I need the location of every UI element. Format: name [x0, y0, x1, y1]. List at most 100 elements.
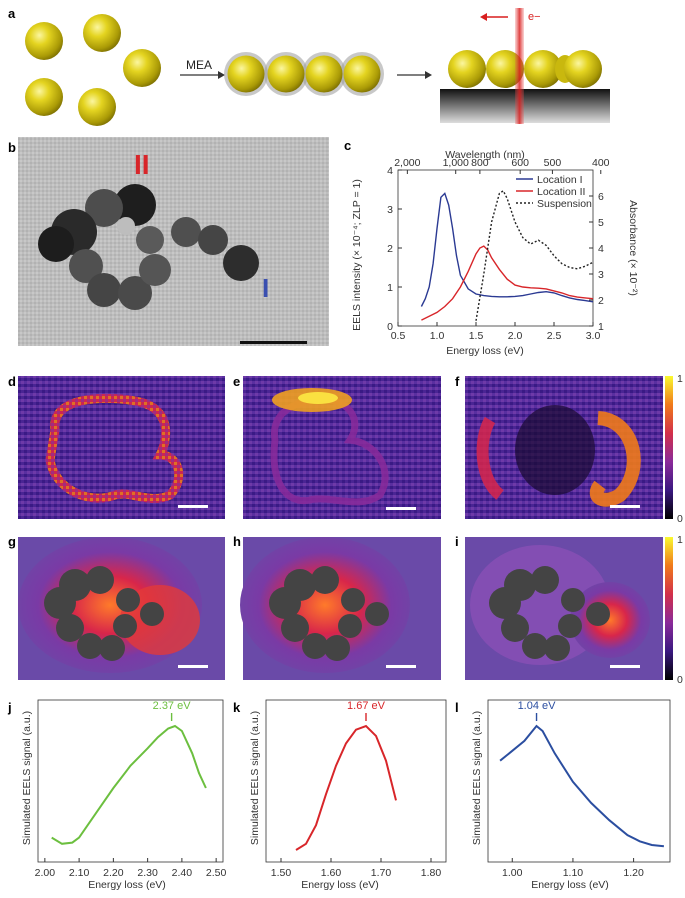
top-tick-label: 400 — [592, 157, 610, 169]
panel-k-chart: k Energy loss (eV) Simulated EELS signal… — [233, 699, 447, 891]
top-tick-label: 1,000 — [443, 157, 469, 169]
top-axis-label: Wavelength (nm) — [445, 149, 525, 161]
y-axis-label: Simulated EELS signal (a.u.) — [21, 711, 33, 845]
spectrum-line — [51, 724, 207, 845]
top-tick-label: 500 — [544, 157, 562, 169]
plot-frame — [37, 699, 224, 863]
x-tick-label: 2.20 — [103, 867, 124, 879]
legend-label: Location I — [537, 174, 583, 186]
colorbar — [665, 376, 673, 519]
electron-label: e− — [528, 11, 541, 23]
panel-i-sim: i 1 0 — [455, 534, 683, 686]
arrow-head — [425, 71, 432, 79]
x-tick-label: 1.0 — [430, 330, 445, 342]
panel-g-sim: g — [8, 534, 225, 680]
x-tick-label: 2.50 — [206, 867, 227, 879]
scale-bar — [386, 665, 416, 668]
panel-label-h: h — [233, 534, 241, 549]
x-axis-label: Energy loss (eV) — [531, 879, 609, 891]
panel-label-b: b — [8, 140, 16, 155]
scale-bar — [386, 507, 416, 510]
scale-bar — [178, 505, 208, 508]
electron-beam — [515, 8, 524, 124]
y-tick-label: 3 — [387, 204, 393, 216]
y2-axis-label: Absorbance (× 10⁻²) — [627, 200, 639, 296]
y2-tick-label: 1 — [598, 321, 604, 333]
arrow-head — [218, 71, 225, 79]
panel-label-e: e — [233, 374, 240, 389]
x-axis-label: Energy loss (eV) — [88, 879, 166, 891]
series-line-location-i — [420, 192, 594, 307]
shadow — [515, 405, 595, 495]
nanoparticle — [25, 78, 63, 116]
x-tick-label: 2.40 — [172, 867, 193, 879]
panel-l-chart: l Energy loss (eV) Simulated EELS signal… — [455, 699, 671, 891]
electron-arrow-head — [480, 13, 487, 21]
y2-tick-label: 2 — [598, 295, 604, 307]
panel-j-chart: j Energy loss (eV) Simulated EELS signal… — [7, 699, 227, 891]
scale-bar — [240, 341, 307, 344]
nanoparticle — [83, 14, 121, 52]
x-tick-label: 1.20 — [623, 867, 644, 879]
panel-label-k: k — [233, 700, 241, 715]
x-tick-label: 2.10 — [69, 867, 90, 879]
x-tick-label: 1.00 — [502, 867, 523, 879]
plasmon-ring — [45, 393, 184, 504]
spectrum-line — [499, 724, 665, 848]
y2-tick-label: 4 — [598, 243, 604, 255]
hotspot-right — [589, 411, 641, 507]
x-tick-label: 0.5 — [391, 330, 406, 342]
hotspot-core — [298, 392, 338, 404]
panel-f-map: f 1 0 — [455, 373, 683, 525]
top-tick-label: 2,000 — [394, 157, 420, 169]
tem-label-location-2: II — [134, 149, 150, 180]
colorbar-min: 0 — [677, 674, 683, 686]
panel-label-j: j — [7, 700, 12, 715]
y-axis-label: Simulated EELS signal (a.u.) — [471, 711, 483, 845]
y-tick-label: 2 — [387, 243, 393, 255]
peak-label: 1.04 eV — [518, 700, 557, 712]
panel-label-a: a — [8, 6, 16, 21]
x-tick-label: 2.30 — [137, 867, 158, 879]
nanoparticle — [78, 88, 116, 126]
x-axis-label: Energy loss (eV) — [446, 345, 524, 357]
panel-label-d: d — [8, 374, 16, 389]
x-tick-label: 1.70 — [371, 867, 392, 879]
x-tick-label: 1.80 — [421, 867, 442, 879]
x-tick-label: 2.5 — [547, 330, 562, 342]
peak-label: 1.67 eV — [347, 700, 386, 712]
x-tick-label: 1.60 — [321, 867, 342, 879]
scale-bar — [610, 505, 640, 508]
scale-bar — [178, 665, 208, 668]
tem-particles — [38, 184, 259, 310]
deposited-chain — [448, 50, 602, 88]
x-tick-label: 1.5 — [469, 330, 484, 342]
tem-label-location-1: I — [262, 273, 269, 303]
x-axis-label: Energy loss (eV) — [301, 879, 379, 891]
y-axis-label: EELS intensity (× 10⁻⁴; ZLP = 1) — [351, 179, 363, 331]
x-tick-label: 3.0 — [586, 330, 601, 342]
y-tick-label: 1 — [387, 282, 393, 294]
plot-frame — [487, 699, 671, 863]
mea-label: MEA — [186, 58, 212, 72]
panel-label-i: i — [455, 534, 459, 549]
panel-label-g: g — [8, 534, 16, 549]
x-tick-label: 2.00 — [35, 867, 56, 879]
x-tick-label: 1.50 — [271, 867, 292, 879]
x-tick-label: 1.10 — [563, 867, 584, 879]
x-tick-label: 2.0 — [508, 330, 523, 342]
series-line-location-ii — [421, 245, 594, 321]
colorbar-min: 0 — [677, 513, 683, 525]
panel-d-map: d — [8, 374, 225, 519]
y2-tick-label: 3 — [598, 269, 604, 281]
plot-frame — [265, 699, 447, 863]
legend-label: Suspension — [537, 198, 592, 210]
y-tick-label: 0 — [387, 321, 393, 333]
scale-bar — [610, 665, 640, 668]
spectrum-line — [295, 724, 397, 851]
y-tick-label: 4 — [387, 165, 393, 177]
nanoparticle — [123, 49, 161, 87]
panel-e-map: e — [233, 374, 441, 519]
nanoparticle — [25, 22, 63, 60]
